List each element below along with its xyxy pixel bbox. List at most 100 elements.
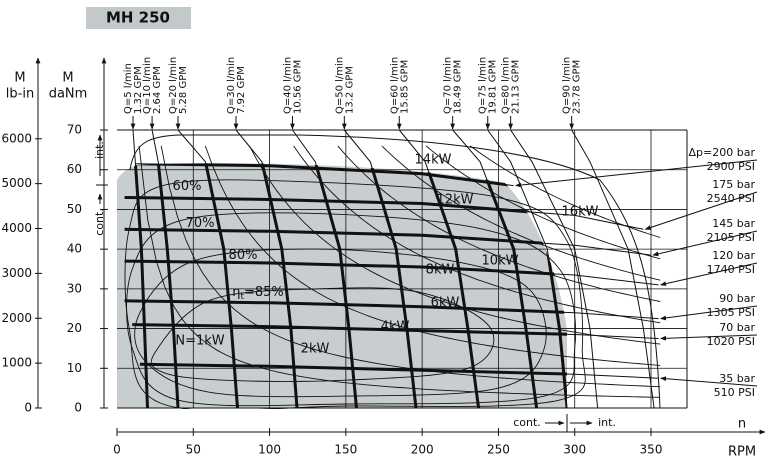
- x-tick-label: 200: [411, 443, 434, 457]
- y-tick-label: 50: [67, 202, 82, 216]
- pressure-psi: 2900 PSI: [707, 160, 755, 173]
- flow-label: Q=75 l/min: [478, 57, 489, 114]
- flow-label: Q=5 l/min: [123, 63, 134, 114]
- pressure-label: 35 bar: [719, 372, 755, 385]
- power-label: 16kW: [562, 205, 599, 220]
- efficiency-contour: [134, 248, 547, 398]
- x-symbol: n: [738, 417, 746, 432]
- pressure-label: 120 bar: [712, 249, 755, 262]
- efficiency-label: ηt=85%: [232, 285, 284, 302]
- y-label: M: [62, 71, 73, 86]
- flow-label: Q=50 l/min: [334, 57, 345, 114]
- efficiency-symbol: η: [232, 285, 240, 300]
- flow-gpm: 2.64 GPM: [152, 66, 163, 114]
- efficiency-contour: [150, 287, 495, 382]
- efficiency-value: =85%: [244, 285, 284, 300]
- power-curve: [337, 145, 661, 302]
- speed-int-label: int.: [598, 416, 616, 429]
- flow-label: Q=40 l/min: [282, 57, 293, 114]
- power-label: 6kW: [431, 296, 460, 311]
- intermittent-envelope: [129, 134, 661, 409]
- pressure-label: 145 bar: [712, 217, 755, 230]
- y-tick-label: 20: [67, 321, 82, 335]
- y2-tick-label: 2000: [1, 311, 32, 325]
- flow-gpm: 21.13 GPM: [511, 60, 522, 114]
- pressure-leader: [652, 230, 758, 257]
- title-box: [86, 7, 191, 29]
- chart-title: MH 250: [106, 9, 170, 27]
- pressure-leader: [660, 334, 758, 341]
- pressure-leader: [660, 305, 758, 321]
- power-curve: [293, 145, 661, 324]
- power-label: 8kW: [426, 263, 455, 278]
- pressure-label: 175 bar: [712, 178, 755, 191]
- pressure-psi: 1740 PSI: [707, 263, 755, 276]
- x-tick-label: 0: [113, 443, 121, 457]
- efficiency-value: 80%: [229, 248, 258, 263]
- y2-tick-label: 3000: [1, 266, 32, 280]
- power-curve: [381, 145, 661, 281]
- power-curve: [469, 145, 661, 238]
- y2-tick-label: 4000: [1, 221, 32, 235]
- flow-gpm: 15.85 GPM: [399, 60, 410, 114]
- y-tick-label: 40: [67, 242, 82, 256]
- y-tick-label: 30: [67, 281, 82, 295]
- flow-label: Q=70 l/min: [443, 57, 454, 114]
- flow-label: Q=30 l/min: [226, 57, 237, 114]
- x-tick-label: 100: [258, 443, 281, 457]
- pressure-leader: [515, 159, 758, 188]
- y-tick-label: 70: [67, 123, 82, 137]
- y-tick-label: 0: [74, 401, 82, 415]
- flow-gpm: 18.49 GPM: [453, 60, 464, 114]
- power-label: 4kW: [381, 320, 410, 335]
- flow-gpm: 23.78 GPM: [572, 60, 583, 114]
- y-tick-label: 60: [67, 162, 82, 176]
- efficiency-label: 80%: [229, 248, 258, 263]
- x-tick-label: 350: [640, 443, 663, 457]
- y2-unit: lb-in: [6, 87, 34, 102]
- y-tick-label: 10: [67, 361, 82, 375]
- pressure-label: Δp=200 bar: [689, 146, 756, 159]
- flow-label: Q=20 l/min: [168, 57, 179, 114]
- power-label: 12kW: [437, 193, 474, 208]
- power-label: 2kW: [301, 342, 330, 357]
- pressure-label: 90 bar: [719, 292, 755, 305]
- flow-gpm: 13.2 GPM: [344, 66, 355, 114]
- pressure-psi: 2105 PSI: [707, 231, 755, 244]
- efficiency-label: 60%: [173, 179, 202, 194]
- efficiency-value: 70%: [186, 216, 215, 231]
- pressure-label: 70 bar: [719, 321, 755, 334]
- flow-label: Q=90 l/min: [562, 57, 573, 114]
- x-label: RPM: [728, 445, 756, 460]
- y2-tick-label: 5000: [1, 176, 32, 190]
- pressure-leader: [644, 191, 758, 230]
- speed-cont-label: cont.: [513, 416, 541, 429]
- x-tick-label: 150: [334, 443, 357, 457]
- power-label: 10kW: [482, 254, 519, 269]
- flow-gpm: 10.56 GPM: [292, 60, 303, 114]
- flow-gpm: 5.28 GPM: [178, 66, 189, 114]
- y-unit: daNm: [49, 87, 88, 102]
- power-label: 14kW: [415, 153, 452, 168]
- power-curve: [138, 145, 661, 398]
- pressure-leader: [660, 376, 758, 387]
- flow-label: Q=10 l/min: [142, 57, 153, 114]
- x-tick-label: 250: [487, 443, 510, 457]
- power-curve: [204, 145, 661, 366]
- x-tick-label: 300: [563, 443, 586, 457]
- pressure-psi: 510 PSI: [714, 386, 755, 399]
- flow-label: Q=60 l/min: [389, 57, 400, 114]
- y2-tick-label: 0: [24, 401, 32, 415]
- efficiency-label: 70%: [186, 216, 215, 231]
- pressure-psi: 1020 PSI: [707, 335, 755, 348]
- efficiency-value: 60%: [173, 179, 202, 194]
- pressure-leader: [660, 262, 758, 287]
- y2-label: M: [14, 71, 25, 86]
- pressure-psi: 2540 PSI: [707, 192, 755, 205]
- flow-gpm: 19.81 GPM: [488, 60, 499, 114]
- x-tick-label: 50: [186, 443, 201, 457]
- flow-label: Q=80 l/min: [501, 57, 512, 114]
- power-label: N=1kW: [175, 334, 224, 349]
- efficiency-subscript: t: [240, 292, 244, 302]
